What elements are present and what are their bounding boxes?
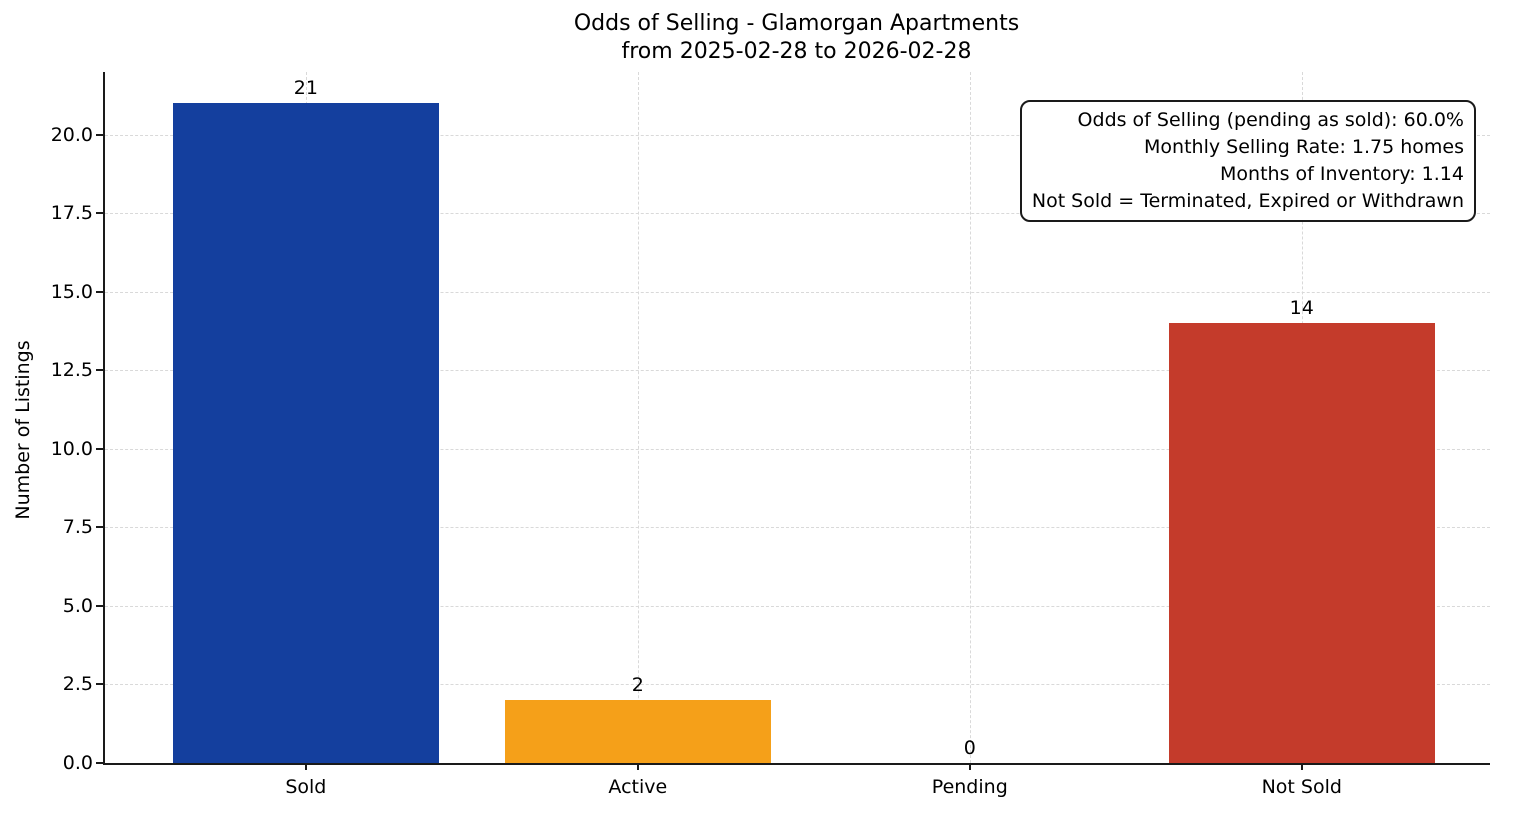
- gridline-horizontal: [105, 370, 1490, 372]
- gridline-vertical: [637, 72, 639, 763]
- bar-value-label: 2: [631, 674, 644, 697]
- y-tick-label: 17.5: [50, 202, 93, 225]
- plot-area: 0.0 2.5 5.0 7.5 10.0 12.5 15.0 17.5 20.0 Sold 21 Ac…: [51, 72, 1490, 798]
- y-tick-label: 20.0: [50, 123, 93, 146]
- gridline-horizontal: [105, 291, 1490, 293]
- y-tick-mark: [96, 212, 103, 215]
- y-tick-mark: [96, 133, 103, 136]
- x-tick-mark: [1300, 763, 1303, 770]
- x-tick-label: Active: [608, 776, 668, 798]
- y-tick-mark: [96, 447, 103, 450]
- bar-not-sold: [1168, 323, 1435, 763]
- gridline-horizontal: [105, 213, 1490, 215]
- x-tick-mark: [304, 763, 307, 770]
- y-tick-mark: [96, 604, 103, 607]
- gridline-horizontal: [105, 448, 1490, 450]
- annotation-monthly-selling-rate: Monthly Selling Rate: 1.75 homes: [1144, 136, 1464, 158]
- chart-title: Odds of Selling - Glamorgan Apartments f…: [103, 10, 1490, 66]
- x-tick-label: Pending: [931, 776, 1008, 798]
- gridline-horizontal: [105, 684, 1490, 686]
- x-tick-label: Sold: [285, 776, 327, 798]
- y-tick-label: 2.5: [62, 673, 93, 696]
- stats-annotation-box: Odds of Selling (pending as sold): 60.0%…: [1019, 100, 1476, 222]
- bar-value-label: 21: [293, 77, 318, 100]
- y-tick-label: 5.0: [62, 594, 93, 617]
- y-tick-label: 12.5: [50, 359, 93, 382]
- y-tick-label: 0.0: [62, 752, 93, 774]
- bar-value-label: 0: [963, 737, 976, 759]
- gridline-horizontal: [105, 134, 1490, 136]
- y-tick-mark: [96, 526, 103, 529]
- x-tick-label: Not Sold: [1261, 776, 1342, 798]
- annotation-odds-of-selling: Odds of Selling (pending as sold): 60.0%: [1077, 109, 1464, 131]
- x-tick-mark: [636, 763, 639, 770]
- y-tick-mark: [96, 369, 103, 372]
- chart-title-line2: from 2025-02-28 to 2026-02-28: [621, 39, 972, 64]
- chart-title-line1: Odds of Selling - Glamorgan Apartments: [573, 11, 1020, 36]
- gridline-vertical: [969, 72, 971, 763]
- y-tick-mark: [96, 290, 103, 293]
- annotation-months-of-inventory: Months of Inventory: 1.14: [1220, 163, 1464, 185]
- y-tick-label: 15.0: [50, 280, 93, 303]
- bar-value-label: 14: [1289, 297, 1314, 320]
- gridline-horizontal: [105, 605, 1490, 607]
- x-tick-mark: [968, 763, 971, 770]
- y-tick-mark: [96, 683, 103, 686]
- annotation-not-sold-definition: Not Sold = Terminated, Expired or Withdr…: [1031, 190, 1464, 212]
- bar-sold: [173, 103, 439, 763]
- bar-active: [505, 700, 771, 763]
- y-tick-label: 10.0: [50, 437, 93, 460]
- y-tick-mark: [96, 762, 103, 764]
- gridline-horizontal: [105, 527, 1490, 529]
- y-tick-label: 7.5: [62, 516, 93, 539]
